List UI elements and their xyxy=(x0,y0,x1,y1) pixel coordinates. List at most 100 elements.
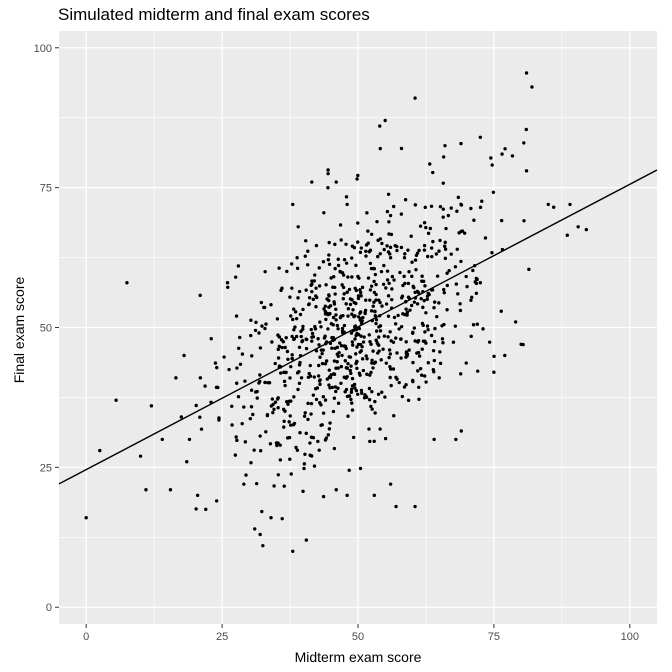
data-point xyxy=(324,359,329,363)
data-point xyxy=(281,407,286,412)
data-point xyxy=(401,312,405,316)
data-point xyxy=(298,430,302,435)
data-point xyxy=(334,307,338,312)
data-point xyxy=(292,337,296,342)
data-point xyxy=(336,327,340,331)
data-point xyxy=(390,287,394,291)
data-point xyxy=(333,266,337,271)
data-point xyxy=(336,257,340,261)
data-point xyxy=(349,371,353,376)
x-tick-label: 0 xyxy=(83,631,89,643)
data-point xyxy=(413,339,417,343)
data-point xyxy=(474,291,479,295)
data-point xyxy=(399,337,403,341)
x-tick-label: 100 xyxy=(621,631,639,643)
data-point xyxy=(386,250,391,254)
data-point xyxy=(339,238,343,242)
data-point xyxy=(410,260,414,264)
data-point xyxy=(309,412,313,416)
data-point xyxy=(356,173,360,178)
data-point xyxy=(481,327,485,331)
data-point xyxy=(445,308,449,312)
data-point xyxy=(138,454,143,458)
data-point xyxy=(198,293,202,298)
data-point xyxy=(419,373,424,377)
data-point xyxy=(352,314,356,319)
data-point xyxy=(438,350,442,354)
data-point xyxy=(291,202,295,207)
data-point xyxy=(273,400,278,404)
data-point xyxy=(392,414,396,418)
data-point xyxy=(265,413,270,418)
data-point xyxy=(413,96,417,100)
data-point xyxy=(285,400,289,404)
data-point xyxy=(386,192,391,197)
data-point xyxy=(328,421,332,425)
data-point xyxy=(242,405,246,409)
data-point xyxy=(332,302,337,306)
data-point xyxy=(333,346,337,350)
data-point xyxy=(386,294,391,298)
data-point xyxy=(411,331,415,335)
data-point xyxy=(343,390,347,394)
data-point xyxy=(456,195,461,200)
data-point xyxy=(296,296,300,300)
data-point xyxy=(386,335,390,339)
data-point xyxy=(253,390,258,394)
data-point xyxy=(372,267,377,271)
data-point xyxy=(503,147,507,151)
data-point xyxy=(290,353,294,357)
data-point xyxy=(289,423,293,427)
data-point xyxy=(437,249,441,253)
data-point xyxy=(454,437,458,442)
data-point xyxy=(391,204,396,209)
data-point xyxy=(513,320,518,324)
x-tick-label: 75 xyxy=(488,631,500,643)
data-point xyxy=(98,448,102,453)
data-point xyxy=(357,326,361,331)
data-point xyxy=(424,311,428,315)
data-point xyxy=(565,233,569,237)
data-point xyxy=(469,206,473,211)
data-point xyxy=(389,232,394,237)
data-point xyxy=(422,298,426,303)
data-point xyxy=(275,443,279,448)
data-point xyxy=(283,370,288,375)
data-point xyxy=(340,329,345,333)
data-point xyxy=(328,375,333,380)
data-point xyxy=(302,414,307,418)
data-point xyxy=(311,297,316,302)
data-point xyxy=(307,302,311,306)
data-point xyxy=(317,363,321,368)
data-point xyxy=(392,278,396,282)
data-point xyxy=(321,494,326,499)
data-point xyxy=(402,274,406,279)
data-point xyxy=(289,262,294,266)
data-point xyxy=(84,516,88,520)
data-point xyxy=(258,532,262,537)
data-point xyxy=(426,231,431,236)
data-point xyxy=(293,325,297,329)
data-point xyxy=(311,393,316,397)
data-point xyxy=(356,221,360,225)
data-point xyxy=(300,339,305,343)
data-point xyxy=(451,340,456,344)
data-point xyxy=(421,323,425,327)
data-point xyxy=(314,397,319,402)
data-point xyxy=(552,205,556,209)
data-point xyxy=(374,321,378,326)
data-point xyxy=(310,180,314,184)
data-point xyxy=(287,399,292,403)
data-point xyxy=(198,376,203,380)
data-point xyxy=(249,318,253,322)
data-point xyxy=(546,202,550,207)
data-point xyxy=(261,543,265,548)
data-point xyxy=(354,361,358,366)
data-point xyxy=(347,287,352,292)
data-point xyxy=(350,376,355,381)
data-point xyxy=(442,244,447,248)
data-point xyxy=(368,298,372,302)
data-point xyxy=(329,373,333,377)
data-point xyxy=(279,338,284,342)
data-point xyxy=(469,334,473,339)
